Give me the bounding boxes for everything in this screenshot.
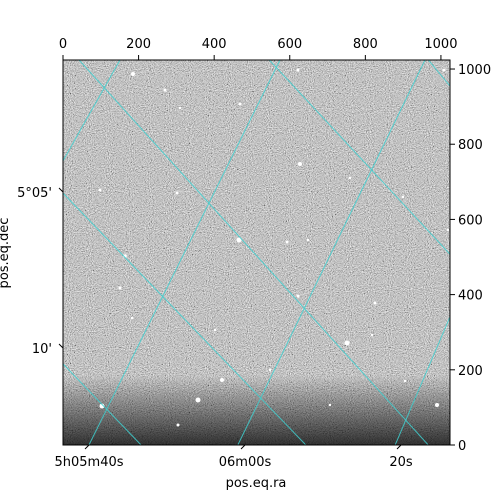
star: [238, 102, 242, 106]
x-top-tick-label: 1000: [424, 37, 457, 52]
dec-grid-line: [268, 60, 450, 255]
pixel-y-axis: 0 200 400 600 800 1000: [450, 63, 491, 454]
star: [118, 286, 122, 290]
image-bottom-shade: [63, 60, 450, 445]
x-top-tick-label: 400: [202, 37, 227, 52]
ra-tick-label: 06m00s: [219, 455, 272, 470]
stars: [98, 68, 450, 427]
ra-tick: [84, 444, 90, 450]
dec-grid-line: [63, 192, 307, 445]
star: [98, 188, 102, 192]
star: [268, 368, 272, 372]
dec-tick-label: 10': [32, 342, 52, 357]
star: [306, 238, 310, 242]
star: [344, 340, 350, 346]
star: [348, 176, 352, 180]
dec-tick-label: 5°05': [17, 186, 52, 201]
star: [130, 316, 134, 320]
y-axis-title: pos.eq.dec: [0, 218, 12, 289]
star: [131, 72, 135, 76]
star: [175, 191, 179, 195]
dec-grid-line: [78, 60, 429, 445]
ra-grid-line: [394, 315, 450, 445]
image-area: [63, 60, 450, 445]
star: [213, 328, 217, 332]
ra-grid-line: [237, 60, 426, 445]
star: [285, 240, 289, 244]
y-right-tick-label: 1000: [458, 63, 491, 78]
star: [178, 106, 182, 110]
x-top-tick-label: 800: [353, 37, 378, 52]
star: [370, 333, 374, 337]
ra-tick-label: 5h05m40s: [54, 455, 123, 470]
dec-grid-line: [63, 363, 142, 445]
star: [373, 301, 377, 305]
star: [176, 423, 180, 427]
ra-tick: [396, 444, 402, 450]
star: [328, 403, 332, 407]
star: [163, 88, 167, 92]
plot-frame: [62, 59, 451, 446]
star: [236, 237, 242, 243]
star: [296, 68, 300, 72]
star: [99, 403, 105, 409]
star: [220, 378, 224, 382]
x-axis-title: pos.eq.ra: [226, 476, 287, 491]
x-top-tick-label: 0: [59, 37, 67, 52]
ra-grid-line: [88, 60, 281, 445]
y-right-tick-label: 600: [458, 213, 483, 228]
star: [401, 195, 405, 199]
pixel-x-axis: 0 200 400 600 800 1000: [59, 37, 457, 60]
star: [442, 68, 446, 72]
y-right-tick-label: 200: [458, 364, 483, 379]
star: [403, 379, 407, 383]
ra-axis: 5h05m40s 06m00s 20s: [54, 444, 413, 470]
star: [298, 162, 302, 166]
y-right-tick-label: 800: [458, 138, 483, 153]
dec-tick: [58, 187, 64, 193]
star: [296, 294, 300, 298]
ra-tick: [240, 444, 246, 450]
wcs-grid: [63, 60, 450, 445]
star: [195, 397, 201, 403]
ra-grid-line: [63, 60, 121, 162]
y-right-tick-label: 400: [458, 289, 483, 304]
star: [446, 228, 450, 232]
dec-tick: [58, 343, 64, 349]
dec-axis: 5°05' 10': [17, 186, 64, 357]
star: [435, 403, 439, 407]
dec-grid-line: [427, 60, 450, 87]
x-top-tick-label: 200: [126, 37, 151, 52]
y-right-tick-label: 0: [458, 439, 466, 454]
ra-tick-label: 20s: [389, 455, 413, 470]
x-top-tick-label: 600: [277, 37, 302, 52]
